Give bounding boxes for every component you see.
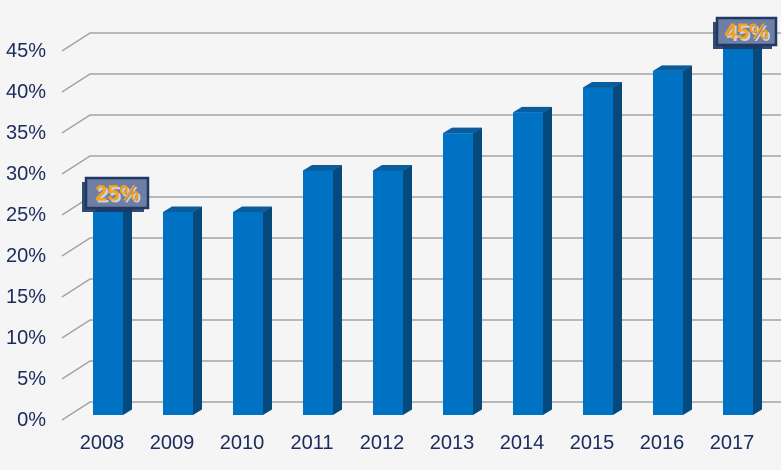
bar-front-face: [163, 212, 193, 415]
bar-front-face: [583, 87, 613, 415]
y-tick-label-45: 45%: [6, 40, 46, 62]
bar-2015: [583, 82, 622, 415]
bar-top-face: [233, 206, 272, 212]
y-tick-label-40: 40%: [6, 81, 46, 103]
bar-2016: [653, 65, 692, 416]
bar-top-face: [583, 82, 622, 88]
bar-front-face: [373, 170, 403, 415]
bar-side-face: [683, 65, 692, 416]
bar-side-face: [123, 206, 132, 415]
y-tick-label-0: 0%: [17, 409, 46, 431]
bar-top-face: [513, 106, 552, 113]
data-label-text-2008: 25%: [95, 181, 139, 206]
bar-side-face: [753, 40, 762, 415]
bar-front-face: [513, 112, 543, 416]
y-tick-label-20: 20%: [6, 245, 46, 267]
y-tick-label-35: 35%: [6, 122, 46, 144]
x-tick-label-2012: 2012: [360, 432, 405, 454]
bar-front-face: [93, 212, 123, 415]
bar-top-face: [443, 127, 482, 134]
y-tick-label-25: 25%: [6, 204, 46, 226]
bar-2010: [233, 206, 272, 415]
bar-2009: [163, 206, 202, 415]
bar-2014: [513, 106, 552, 416]
y-tick-label-30: 30%: [6, 163, 46, 185]
x-tick-label-2010: 2010: [220, 432, 265, 454]
bar-side-face: [193, 206, 202, 415]
x-tick-label-2017: 2017: [710, 432, 755, 454]
bar-2017: [723, 40, 762, 415]
bar-front-face: [653, 70, 683, 416]
data-label-text-2017: 45%: [724, 19, 768, 44]
data-label-box-2008: [84, 176, 150, 210]
x-tick-label-2011: 2011: [290, 432, 333, 454]
data-label-text-shadow: 45%: [726, 21, 770, 46]
gridline-40: [61, 73, 781, 93]
bar-side-face: [333, 165, 342, 415]
x-tick-label-2009: 2009: [150, 432, 195, 454]
x-tick-label-2014: 2014: [500, 432, 545, 454]
bar-top-face: [653, 65, 692, 71]
bar-side-face: [543, 106, 552, 416]
data-label-text-shadow: 25%: [97, 183, 141, 208]
bar-side-face: [263, 206, 272, 415]
y-tick-label-5: 5%: [17, 368, 46, 390]
x-tick-label-2016: 2016: [640, 432, 685, 454]
bar-side-face: [403, 165, 412, 415]
bar-top-face: [373, 165, 412, 171]
data-label-box-2017: [715, 16, 778, 47]
bar-2011: [303, 165, 342, 415]
bar-2013: [443, 127, 482, 416]
x-tick-label-2015: 2015: [570, 432, 615, 454]
bar-front-face: [723, 46, 753, 415]
x-tick-label-2013: 2013: [430, 432, 475, 454]
bar-side-face: [613, 82, 622, 415]
bar-front-face: [303, 170, 333, 415]
x-tick-label-2008: 2008: [80, 432, 125, 454]
bar-front-face: [443, 133, 473, 415]
bar-2012: [373, 165, 412, 415]
gridline-45: [61, 32, 781, 52]
bar-top-face: [163, 206, 202, 212]
y-tick-label-10: 10%: [6, 327, 46, 349]
bar-front-face: [233, 212, 263, 415]
y-tick-label-15: 15%: [6, 286, 46, 308]
bar-2008: [93, 206, 132, 415]
bar-top-face: [303, 165, 342, 171]
bar-side-face: [473, 127, 482, 416]
